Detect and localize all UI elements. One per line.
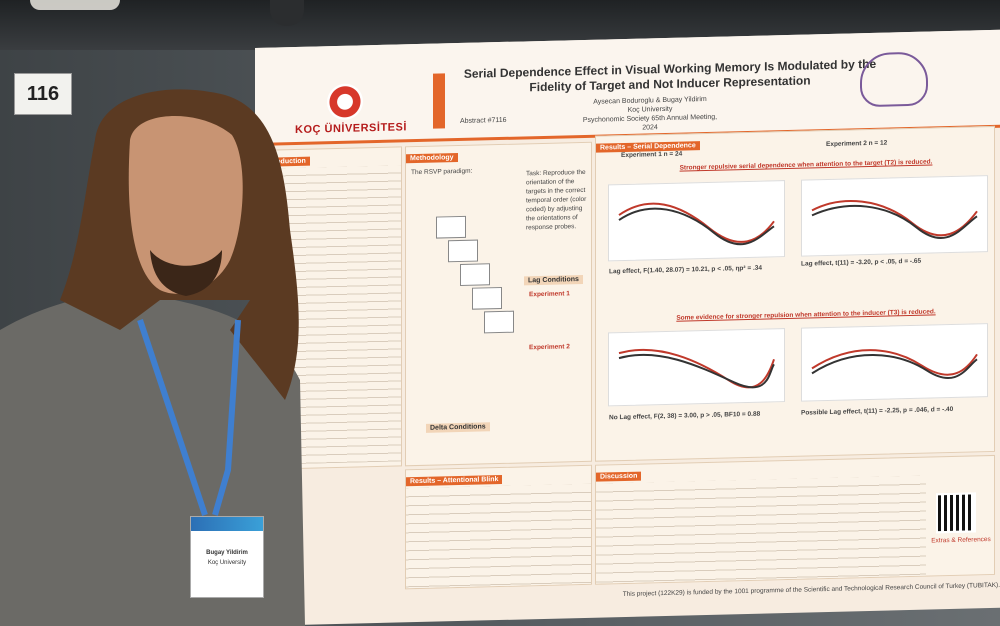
- presenter-face: [128, 116, 243, 294]
- badge-banner: [191, 517, 263, 531]
- exp2-t2-error-plot: [801, 175, 988, 257]
- board-number-sign: 116: [14, 73, 72, 115]
- badge-name: Bugay Yildirim: [206, 550, 248, 556]
- exp1-t3-curves: [618, 348, 775, 389]
- presenter-beard: [150, 250, 222, 296]
- exp2-t3-error-plot: [801, 323, 988, 402]
- exp1-t3-error-plot: [608, 328, 785, 407]
- lanyard-right: [212, 319, 241, 516]
- results-serial-dependence-panel: Results – Serial Dependence Experiment 1…: [595, 125, 995, 462]
- ceiling-light: [30, 0, 120, 10]
- name-badge: Bugay Yildirim Koç University: [190, 516, 264, 598]
- ceiling-camera: [270, 0, 304, 26]
- exp1-t2-curves: [618, 202, 775, 246]
- lanyard-left: [137, 319, 208, 516]
- research-poster: KOÇ ÜNİVERSİTESİ Serial Dependence Effec…: [255, 29, 1000, 626]
- exp2-t3-curves: [811, 349, 978, 379]
- exp1-t2-error-plot: [608, 180, 785, 262]
- exp2-t2-curves: [811, 200, 978, 239]
- badge-affiliation: Koç University: [207, 560, 247, 566]
